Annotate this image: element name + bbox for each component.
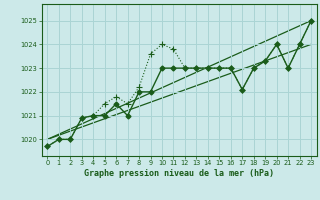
X-axis label: Graphe pression niveau de la mer (hPa): Graphe pression niveau de la mer (hPa) (84, 169, 274, 178)
